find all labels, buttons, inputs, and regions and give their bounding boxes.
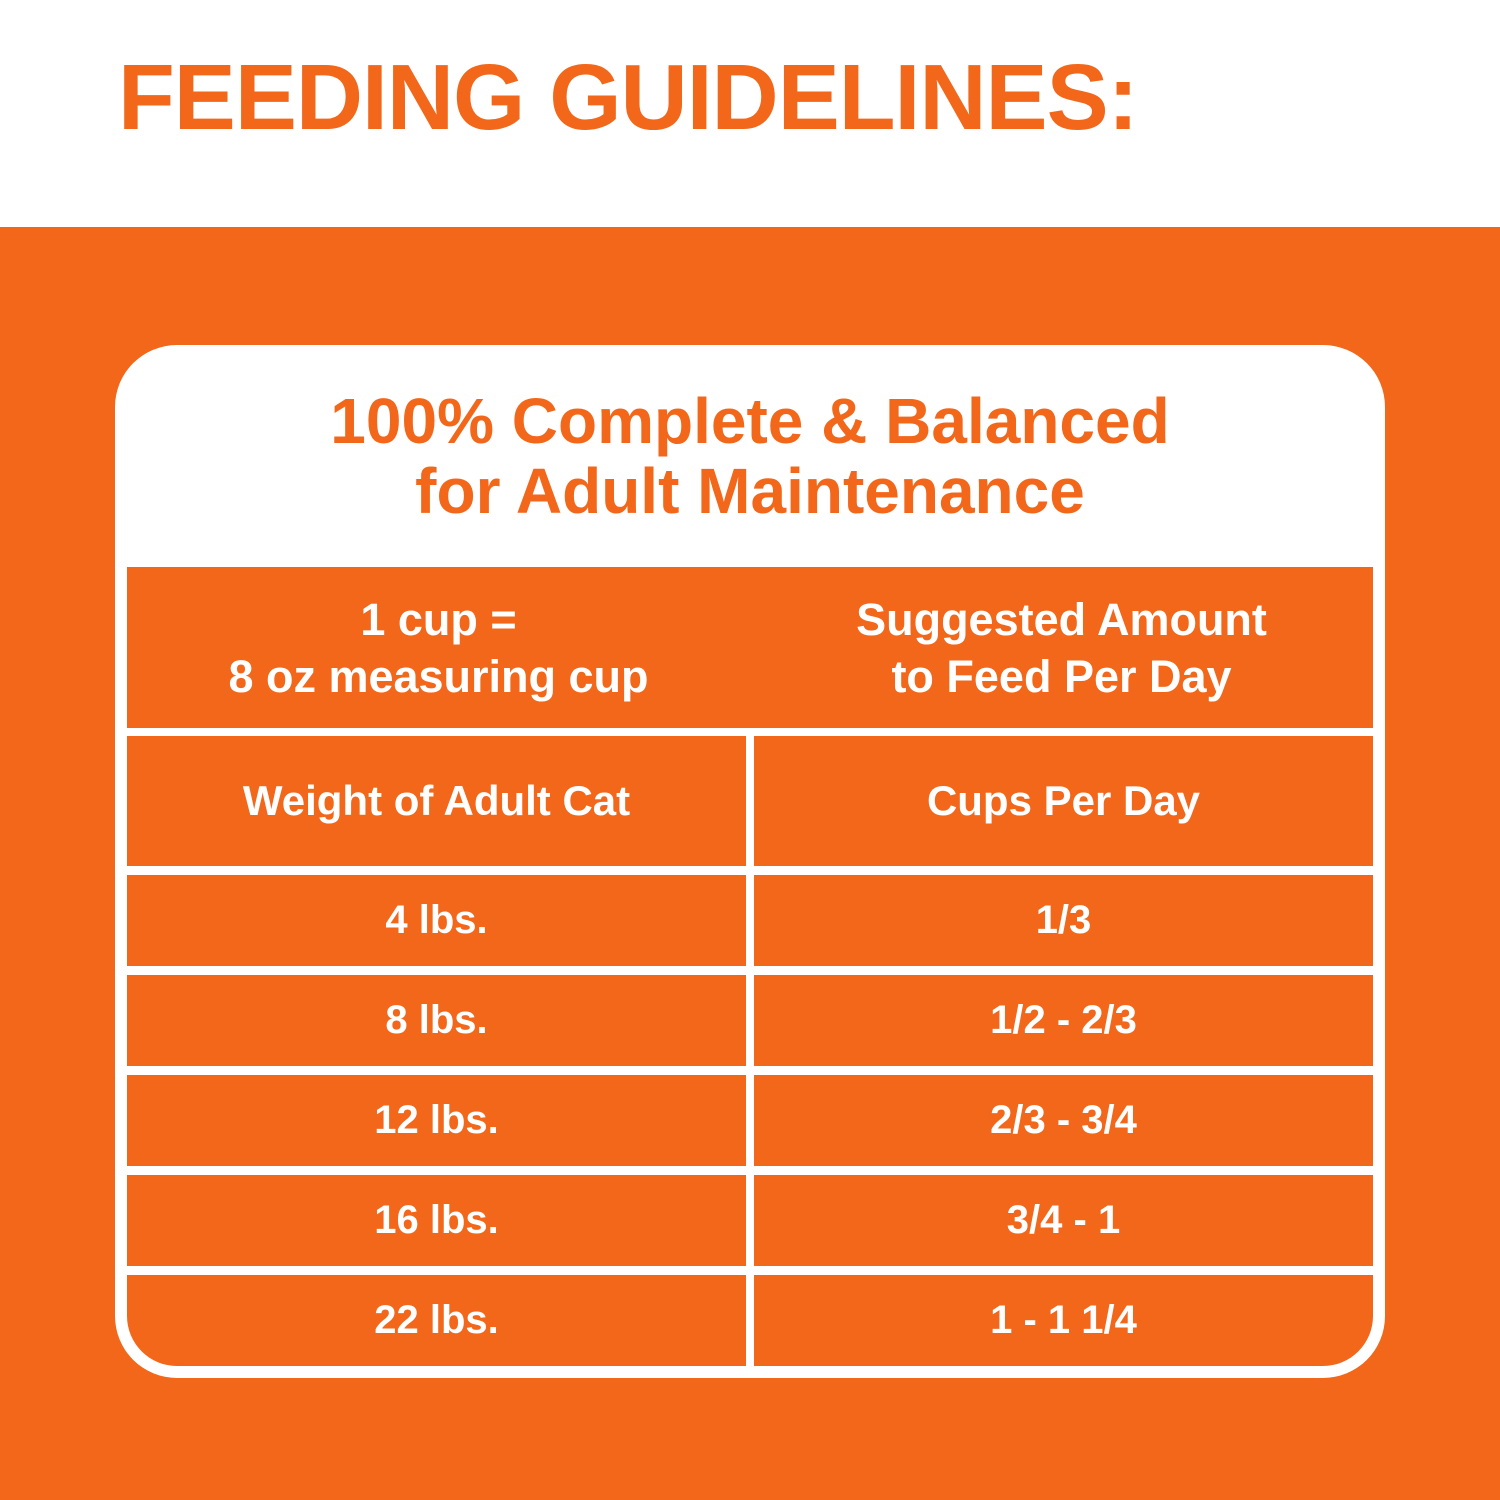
table-row: 22 lbs. 1 - 1 1/4 [127, 1275, 1373, 1366]
table-row: 8 lbs. 1/2 - 2/3 [127, 975, 1373, 1066]
table-row: 12 lbs. 2/3 - 3/4 [127, 1075, 1373, 1166]
page-title: FEEDING GUIDELINES: [118, 45, 1139, 149]
weight-cell: 12 lbs. [127, 1075, 746, 1166]
column-header-cups: Cups Per Day [754, 736, 1373, 866]
measure-header-right: Suggested Amount to Feed Per Day [750, 567, 1373, 728]
cups-cell: 3/4 - 1 [754, 1175, 1373, 1266]
measure-header-left-line1: 1 cup = [360, 593, 517, 645]
page-header-band: FEEDING GUIDELINES: [0, 0, 1500, 227]
column-header-weight: Weight of Adult Cat [127, 736, 746, 866]
weight-cell: 8 lbs. [127, 975, 746, 1066]
table-row: 16 lbs. 3/4 - 1 [127, 1175, 1373, 1266]
cups-cell: 2/3 - 3/4 [754, 1075, 1373, 1166]
measure-header-left: 1 cup = 8 oz measuring cup [127, 567, 750, 728]
cups-cell: 1/2 - 2/3 [754, 975, 1373, 1066]
card-title-line1: 100% Complete & Balanced [330, 385, 1170, 457]
orange-background: 100% Complete & Balanced for Adult Maint… [0, 227, 1500, 1500]
measure-header-right-line1: Suggested Amount [856, 593, 1267, 645]
cups-cell: 1 - 1 1/4 [754, 1275, 1373, 1366]
cups-cell: 1/3 [754, 875, 1373, 966]
weight-cell: 22 lbs. [127, 1275, 746, 1366]
measure-header-row: 1 cup = 8 oz measuring cup Suggested Amo… [127, 567, 1373, 728]
weight-cell: 16 lbs. [127, 1175, 746, 1266]
measure-header-left-line2: 8 oz measuring cup [228, 650, 649, 702]
feeding-table-card: 100% Complete & Balanced for Adult Maint… [115, 345, 1385, 1378]
column-header-row: Weight of Adult Cat Cups Per Day [127, 736, 1373, 866]
measure-header-right-line2: to Feed Per Day [891, 650, 1232, 702]
table-row: 4 lbs. 1/3 [127, 875, 1373, 966]
card-title: 100% Complete & Balanced for Adult Maint… [127, 345, 1373, 567]
weight-cell: 4 lbs. [127, 875, 746, 966]
card-title-line2: for Adult Maintenance [415, 455, 1085, 527]
